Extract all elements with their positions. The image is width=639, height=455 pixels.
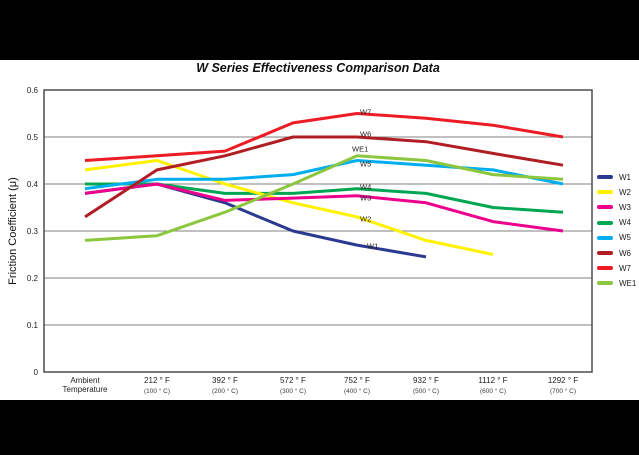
x-tick: 1112 ° F (600 ° C) — [455, 376, 531, 397]
x-tick: 392 ° F (200 ° C) — [187, 376, 263, 397]
x-tick-label: 572 ° F — [280, 376, 306, 385]
x-tick-label: 212 ° F — [144, 376, 170, 385]
x-tick: 572 ° F (300 ° C) — [255, 376, 331, 397]
series-label-we1: WE1 — [352, 144, 369, 154]
legend-swatch-w6 — [597, 251, 613, 255]
series-line-we1 — [84, 154, 564, 242]
series-label-w4: W4 — [360, 182, 372, 192]
series-label-w5: W5 — [360, 159, 372, 168]
y-tick-label: 0 — [33, 367, 38, 377]
series-line-w7 — [84, 112, 564, 162]
legend-swatch-w4 — [597, 220, 613, 225]
x-tick-label: Ambient — [70, 376, 100, 385]
x-tick-sublabel: (100 ° C) — [143, 388, 171, 395]
x-tick-label: 1112 ° F — [478, 376, 508, 385]
x-tick-sublabel: (500 ° C) — [412, 388, 440, 395]
legend-item-w1: W1 — [597, 172, 631, 182]
x-tick-sublabel: (200 ° C) — [211, 388, 239, 395]
chart-background — [0, 60, 639, 400]
legend-label: W2 — [619, 187, 631, 197]
legend-label: WE1 — [619, 278, 637, 288]
x-tick-sublabel: (700 ° C) — [549, 388, 577, 395]
x-tick: Ambient Temperature — [47, 376, 123, 394]
y-tick-label: 0.6 — [26, 85, 38, 95]
legend-swatch-w7 — [597, 266, 613, 271]
legend-swatch-w3 — [597, 205, 613, 210]
series-label-w3: W3 — [360, 193, 372, 203]
legend-item-w6: W6 — [597, 248, 631, 258]
legend-item-w7: W7 — [597, 263, 631, 273]
legend-swatch-w2 — [597, 190, 613, 195]
x-tick-label: 1292 ° F — [547, 376, 579, 385]
x-tick: 212 ° F (100 ° C) — [119, 376, 195, 397]
legend-label: W5 — [619, 233, 631, 243]
series-line-w2 — [84, 159, 494, 256]
x-tick: 752 ° F (400 ° C) — [319, 376, 395, 397]
plot-border — [43, 89, 593, 373]
series-label-w7: W7 — [360, 107, 372, 116]
y-tick-label: 0.3 — [26, 226, 38, 236]
chart-title: W Series Effectiveness Comparison Data — [196, 61, 440, 75]
legend-item-w4: W4 — [597, 218, 631, 228]
y-tick-label: 0.4 — [26, 179, 38, 189]
legend-item-we1: WE1 — [597, 278, 636, 288]
legend-label: W4 — [619, 218, 631, 228]
x-tick: 1292 ° F (700 ° C) — [525, 376, 601, 397]
y-tick-label: 0.2 — [26, 273, 38, 283]
x-tick-label: 392 ° F — [212, 376, 238, 385]
legend-label: W7 — [619, 263, 631, 273]
series-line-w3 — [84, 182, 564, 233]
y-tick-label: 0.1 — [26, 320, 38, 330]
legend-swatch-we1 — [597, 281, 613, 286]
x-tick-label: 752 ° F — [344, 376, 370, 385]
series-line-w5 — [84, 159, 564, 191]
series-label-w2: W2 — [360, 214, 372, 224]
legend-swatch-w1 — [597, 175, 613, 179]
bottom-letterbox-bar — [0, 400, 639, 455]
legend-label: W1 — [619, 172, 631, 182]
top-letterbox-bar — [0, 0, 639, 60]
x-tick-sublabel: (300 ° C) — [279, 388, 307, 395]
legend-item-w2: W2 — [597, 187, 631, 197]
x-tick: 932 ° F (500 ° C) — [388, 376, 464, 397]
legend-label: W6 — [619, 248, 631, 258]
x-tick-sublabel: (600 ° C) — [479, 388, 507, 395]
legend-swatch-w5 — [597, 235, 613, 240]
series-label-w6: W6 — [360, 129, 372, 139]
x-tick-label: 932 ° F — [413, 376, 439, 385]
series-line-w6 — [84, 135, 564, 219]
x-tick-sublabel: Temperature — [62, 384, 108, 394]
x-tick-sublabel: (400 ° C) — [343, 388, 371, 395]
legend-label: W3 — [619, 202, 631, 212]
legend-item-w5: W5 — [597, 233, 631, 243]
y-tick-label: 0.5 — [26, 132, 38, 142]
legend-item-w3: W3 — [597, 202, 631, 212]
series-label-w1: W1 — [367, 241, 379, 251]
